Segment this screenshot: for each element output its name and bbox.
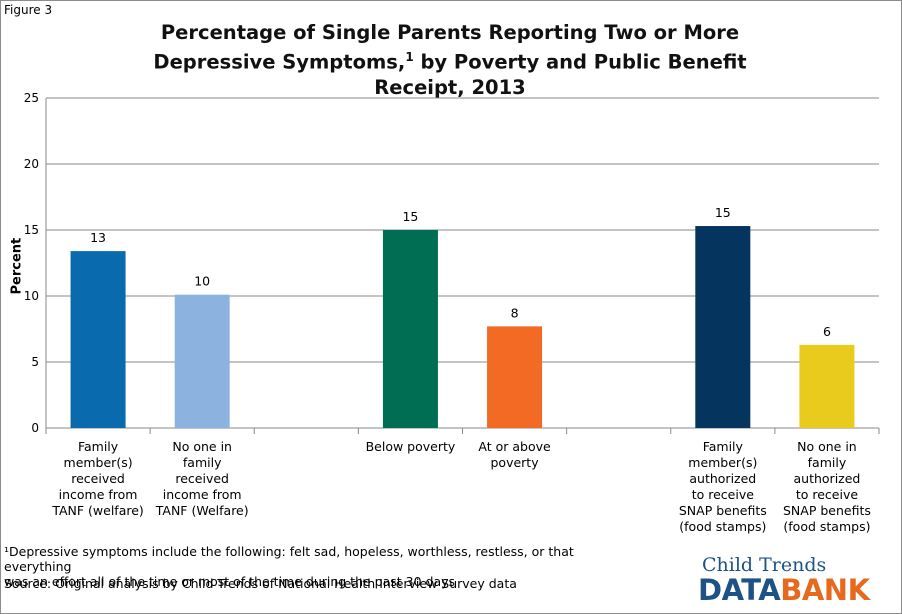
x-category-label: income from <box>163 487 242 502</box>
y-tick-label: 10 <box>24 289 39 303</box>
title-line-3: Receipt, 2013 <box>374 75 526 99</box>
x-category-label: SNAP benefits <box>783 503 871 518</box>
x-category-label: member(s) <box>688 455 757 470</box>
data-label: 15 <box>715 205 731 220</box>
logo-bank: BANK <box>780 573 870 607</box>
figure-label: Figure 3 <box>4 3 53 17</box>
bar <box>487 326 543 428</box>
x-category-label: No one in <box>797 439 857 454</box>
x-category-label: Family <box>78 439 119 454</box>
x-category-label: income from <box>59 487 138 502</box>
bar <box>799 344 855 428</box>
chart-title: Percentage of Single Parents Reporting T… <box>100 20 800 100</box>
logo-databank: DATABANK <box>698 573 870 607</box>
x-category-label: authorized <box>689 471 756 486</box>
x-category-label: Family <box>703 439 744 454</box>
title-line-2: Depressive Symptoms,1 by Poverty and Pub… <box>100 45 800 75</box>
x-category-label: (food stamps) <box>783 519 870 534</box>
logo-child-trends: Child Trends <box>702 554 827 576</box>
logo-data: DATA <box>698 573 781 607</box>
y-tick-label: 15 <box>24 223 39 237</box>
x-category-label: member(s) <box>64 455 133 470</box>
x-category-label: SNAP benefits <box>679 503 767 518</box>
x-category-label: authorized <box>794 471 861 486</box>
source-note: Source: Original analysis by Child Trend… <box>4 576 517 591</box>
footnote: ¹Depressive symptoms include the followi… <box>4 544 644 589</box>
x-category-label: TANF (Welfare) <box>155 503 249 518</box>
x-category-label: poverty <box>491 455 540 470</box>
data-label: 10 <box>194 274 210 289</box>
title-line-2b: by Poverty and Public Benefit <box>413 50 747 74</box>
y-tick-label: 25 <box>24 91 39 105</box>
title-line-2a: Depressive Symptoms, <box>153 50 406 74</box>
y-tick-label: 0 <box>31 421 39 435</box>
bar <box>174 294 230 428</box>
data-label: 15 <box>402 209 418 224</box>
data-label: 13 <box>90 230 106 245</box>
x-category-label: to receive <box>796 487 859 502</box>
title-footnote-marker: 1 <box>405 50 414 64</box>
y-tick-label: 5 <box>31 355 39 369</box>
x-category-label: TANF (welfare) <box>51 503 144 518</box>
title-line-1: Percentage of Single Parents Reporting T… <box>160 21 740 44</box>
bar <box>70 251 126 428</box>
data-label: 6 <box>823 324 831 339</box>
bar <box>382 230 438 428</box>
bar <box>695 226 751 428</box>
x-category-label: received <box>175 471 229 486</box>
data-label: 8 <box>511 305 519 320</box>
x-category-label: to receive <box>692 487 755 502</box>
footnote-line-1: ¹Depressive symptoms include the followi… <box>4 544 574 574</box>
x-category-label: received <box>71 471 125 486</box>
footnote-line-2: was an effort all of the time or most of… <box>4 574 456 589</box>
x-category-label: No one in <box>172 439 232 454</box>
x-category-label: Below poverty <box>366 439 456 454</box>
y-tick-label: 20 <box>24 157 39 171</box>
x-category-label: At or above <box>478 439 551 454</box>
x-category-label: family <box>183 455 222 470</box>
x-category-label: (food stamps) <box>679 519 766 534</box>
child-trends-databank-logo: Child Trends DATABANK <box>698 554 870 607</box>
x-category-label: family <box>808 455 847 470</box>
